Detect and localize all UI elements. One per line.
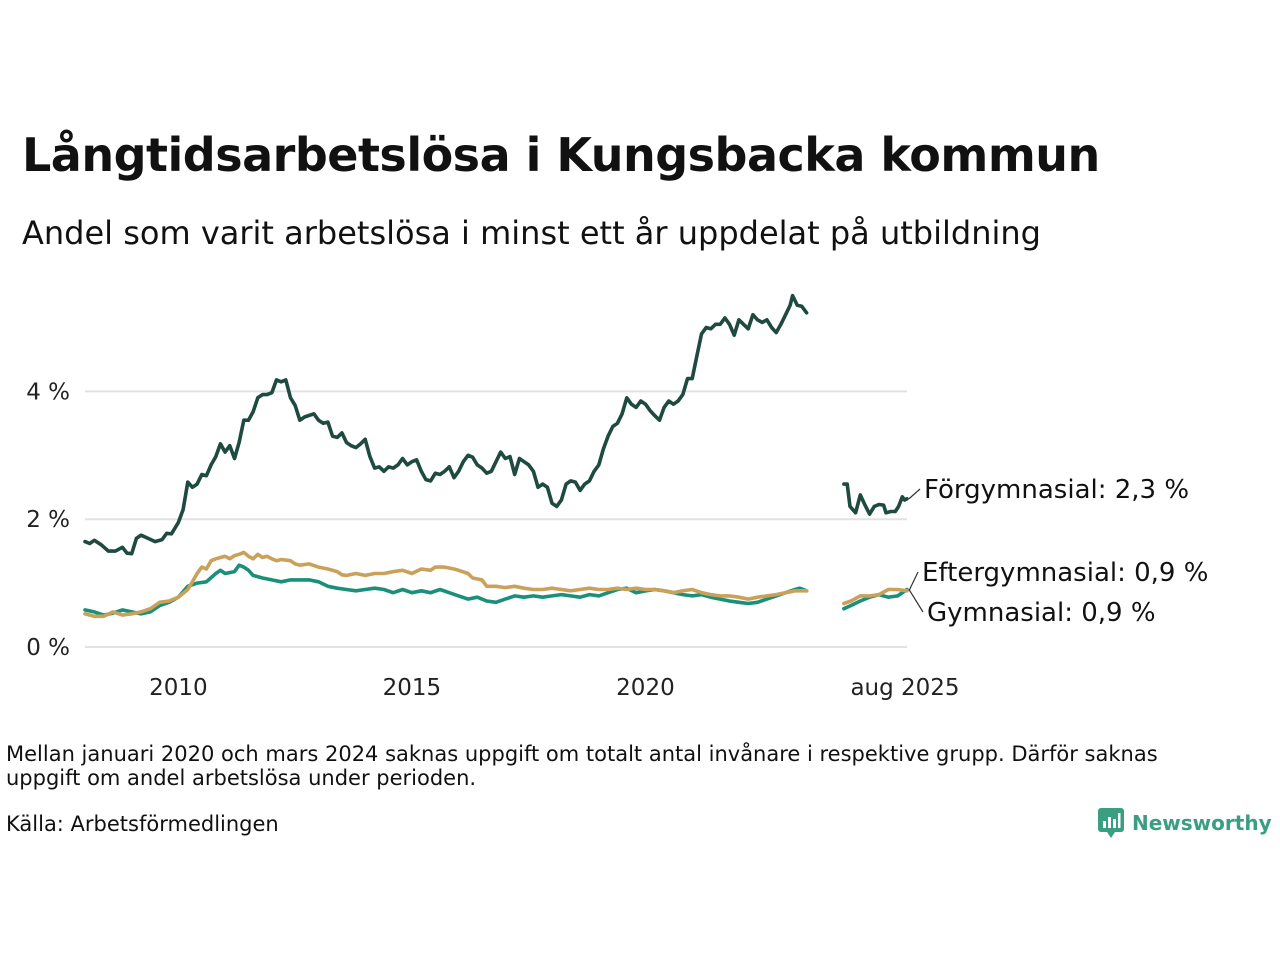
series-lines <box>83 293 909 619</box>
x-tick-label: 2015 <box>383 675 442 701</box>
series-line-eftergymnasial <box>83 550 809 619</box>
x-tick-label: 2020 <box>616 675 675 701</box>
y-axis-ticks: 0 % 2 % 4 % <box>26 379 70 661</box>
grid-lines <box>85 390 907 648</box>
y-tick-label: 0 % <box>26 635 70 661</box>
line-chart: 0 % 2 % 4 % 2010 2015 2020 aug 2025 Gymnasial… <box>26 293 1208 701</box>
series-line-förgymnasial <box>842 482 909 516</box>
series-line-eftergymnasial <box>842 587 909 606</box>
bar-chart-logo-icon <box>1098 808 1124 838</box>
series-label-eftergymnasial: Eftergymnasial: 0,9 % <box>922 558 1208 588</box>
label-connector <box>908 571 919 592</box>
series-label-förgymnasial: Förgymnasial: 2,3 % <box>924 475 1189 505</box>
page-title: Långtidsarbetslösa i Kungsbacka kommun <box>22 128 1100 182</box>
series-line-förgymnasial <box>83 293 809 556</box>
series-line-gymnasial <box>83 563 809 617</box>
newsworthy-logo: Newsworthy <box>1098 808 1272 838</box>
source-text: Källa: Arbetsförmedlingen <box>6 812 279 836</box>
page-subtitle: Andel som varit arbetslösa i minst ett å… <box>22 214 1041 252</box>
label-connector <box>908 488 921 500</box>
label-connector <box>908 589 924 613</box>
series-labels: Gymnasial: 0,9 % Eftergymnasial: 0,9 % För… <box>908 475 1208 628</box>
series-label-gymnasial: Gymnasial: 0,9 % <box>927 598 1156 628</box>
footnote: Mellan januari 2020 och mars 2024 saknas… <box>6 742 1158 790</box>
logo-text: Newsworthy <box>1132 811 1272 835</box>
x-axis-ticks: 2010 2015 2020 aug 2025 <box>149 675 959 701</box>
y-tick-label: 2 % <box>26 507 70 533</box>
y-tick-label: 4 % <box>26 379 70 405</box>
x-tick-label: aug 2025 <box>850 675 959 701</box>
x-tick-label: 2010 <box>149 675 208 701</box>
